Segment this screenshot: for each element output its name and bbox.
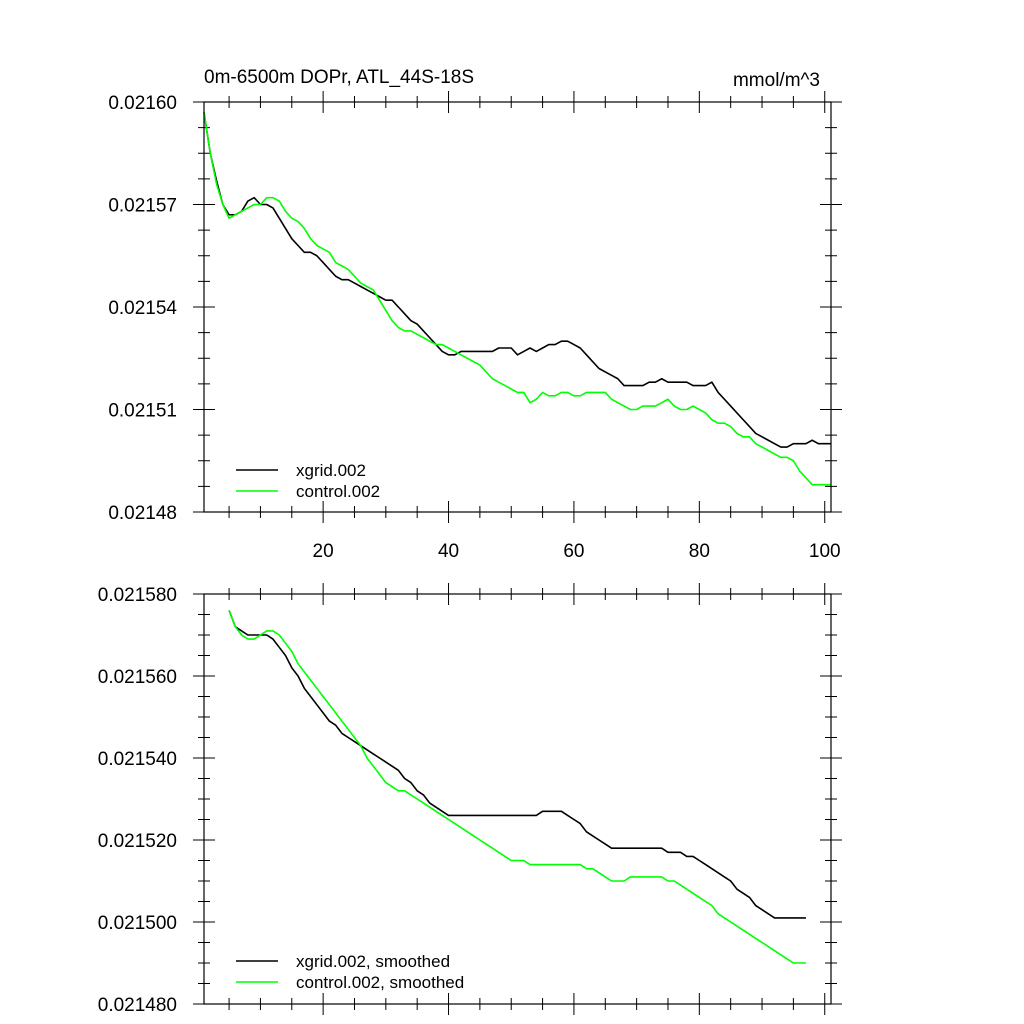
plot-frame-bottom [203,593,832,1005]
legend-label-control: control.002 [296,482,380,501]
y-tick-label: 0.02151 [108,401,177,422]
legend-label-xgrid-smoothed: xgrid.002, smoothed [296,952,450,971]
y-axis-ticks-top: 0.02148 0.02151 0.02154 0.02157 0.02160 [108,93,842,524]
x-axis-ticks-top: 20 40 60 80 100 [228,91,841,562]
y-tick-label: 0.021520 [98,831,177,852]
plot-lines-top [203,112,831,486]
legend-label-control-smoothed: control.002, smoothed [296,973,464,992]
panel-top: 0m-6500m DOPr, ATL_44S-18S mmol/m^3 0.02… [108,67,842,562]
y-tick-label: 0.02148 [108,503,177,524]
plot-lines-bottom [228,610,806,964]
x-tick-label: 60 [563,541,584,562]
series-line-control [203,112,831,486]
series-line-xgrid-smoothed [228,610,806,919]
y-tick-label: 0.021500 [98,913,177,934]
y-tick-label: 0.02154 [108,298,177,319]
plot-frame-top [203,101,832,513]
y-tick-label: 0.02160 [108,93,177,114]
panel-bottom: 0.021480 0.021500 0.021520 0.021540 0.021560… [98,583,842,1016]
series-line-xgrid [203,112,831,448]
legend-bottom: xgrid.002, smoothed control.002, smoothe… [236,952,464,992]
x-tick-label: 80 [689,541,710,562]
series-line-control-smoothed [228,610,806,964]
x-tick-label: 100 [809,541,841,562]
chart-title: 0m-6500m DOPr, ATL_44S-18S [204,67,474,88]
units-label: mmol/m^3 [733,70,820,91]
y-tick-label: 0.02157 [108,196,177,217]
y-tick-label: 0.021540 [98,749,177,770]
x-tick-label: 20 [313,541,334,562]
y-axis-ticks-bottom: 0.021480 0.021500 0.021520 0.021540 0.021560… [98,585,842,1016]
y-tick-label: 0.021480 [98,995,177,1016]
y-tick-label: 0.021580 [98,585,177,606]
x-tick-label: 40 [438,541,459,562]
legend-top: xgrid.002 control.002 [236,461,380,501]
legend-label-xgrid: xgrid.002 [296,461,366,480]
x-axis-ticks-bottom [228,583,826,1015]
y-tick-label: 0.021560 [98,667,177,688]
